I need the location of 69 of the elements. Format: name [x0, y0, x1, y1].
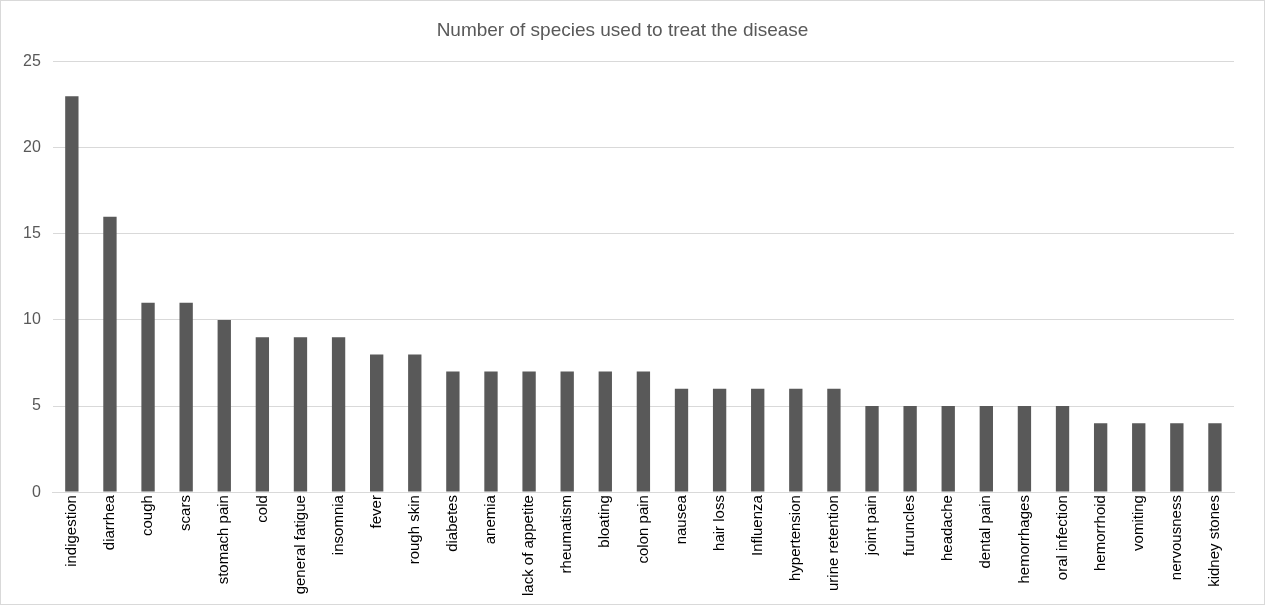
x-tick-label: hair loss: [709, 495, 727, 551]
x-tick-label: fever: [366, 495, 384, 529]
bar: [1208, 423, 1222, 492]
bar: [370, 354, 384, 492]
bar: [674, 388, 689, 492]
bar: [827, 388, 841, 492]
bar: [331, 337, 346, 492]
x-tick-label: cold: [252, 495, 270, 523]
bar: [712, 388, 727, 492]
bar: [522, 371, 536, 492]
bar: [789, 388, 803, 492]
bar: [293, 337, 308, 492]
bar: [941, 406, 955, 492]
x-tick-label: diabetes: [443, 495, 461, 552]
bar: [1170, 423, 1184, 492]
bar: [560, 371, 574, 492]
x-tick-label: dental pain: [976, 495, 994, 569]
x-tick-label: Influenza: [747, 494, 765, 556]
bar: [1055, 406, 1070, 492]
x-tick-label: colon pain: [633, 495, 651, 564]
x-tick-label: bloating: [595, 495, 613, 548]
x-tick-label: oral infection: [1052, 495, 1070, 581]
x-tick-label: vomiting: [1128, 495, 1146, 551]
bar: [179, 302, 193, 492]
x-tick-label: headache: [938, 495, 956, 562]
x-tick-label: kidney stones: [1205, 495, 1223, 587]
x-tick-label: diarrhea: [100, 494, 118, 551]
x-tick-label: hemorrhoid: [1090, 495, 1108, 571]
x-tick-label: hemorrhages: [1014, 495, 1032, 584]
x-tick-label: hypertension: [785, 495, 803, 582]
y-tick-label: 20: [23, 138, 41, 156]
x-tick-label: urine retention: [824, 495, 842, 592]
x-tick-label: furuncles: [900, 495, 918, 556]
x-tick-label: stomach pain: [214, 495, 232, 585]
bar: [141, 302, 155, 492]
bar: [598, 371, 612, 492]
y-tick-label: 5: [31, 396, 41, 414]
bar: [979, 406, 993, 492]
bar: [408, 354, 422, 492]
x-tick-label: insomnia: [328, 494, 346, 556]
bar: [751, 388, 765, 492]
bar: [65, 96, 79, 492]
x-tick-label: cough: [138, 495, 156, 536]
bar: [484, 371, 498, 492]
chart-title: Number of species used to treat the disease: [436, 18, 809, 40]
x-tick-label: rough skin: [404, 495, 422, 565]
x-tick-label: nervousness: [1166, 495, 1184, 581]
x-tick-label: rheumatism: [557, 495, 575, 574]
bar: [636, 371, 651, 492]
y-tick-label: 10: [23, 310, 41, 328]
bar: [903, 406, 917, 492]
bar: [1017, 406, 1032, 492]
y-tick-label: 25: [23, 52, 41, 70]
x-tick-label: general fatigue: [290, 495, 308, 595]
bar: [865, 406, 879, 492]
bar: [255, 337, 270, 492]
x-tick-label: joint pain: [862, 495, 880, 557]
x-tick-label: anemia: [481, 494, 499, 545]
y-tick-label: 0: [31, 482, 41, 500]
bar: [1132, 423, 1146, 492]
bar: [217, 319, 231, 492]
x-tick-label: lack of appetite: [519, 495, 537, 597]
bar: [103, 216, 117, 492]
x-tick-label: scars: [176, 495, 194, 531]
x-tick-label: nausea: [671, 494, 689, 545]
bar: [1093, 423, 1108, 492]
y-tick-label: 15: [23, 224, 41, 242]
bar: [446, 371, 460, 492]
x-tick-label: indigestion: [61, 495, 79, 567]
